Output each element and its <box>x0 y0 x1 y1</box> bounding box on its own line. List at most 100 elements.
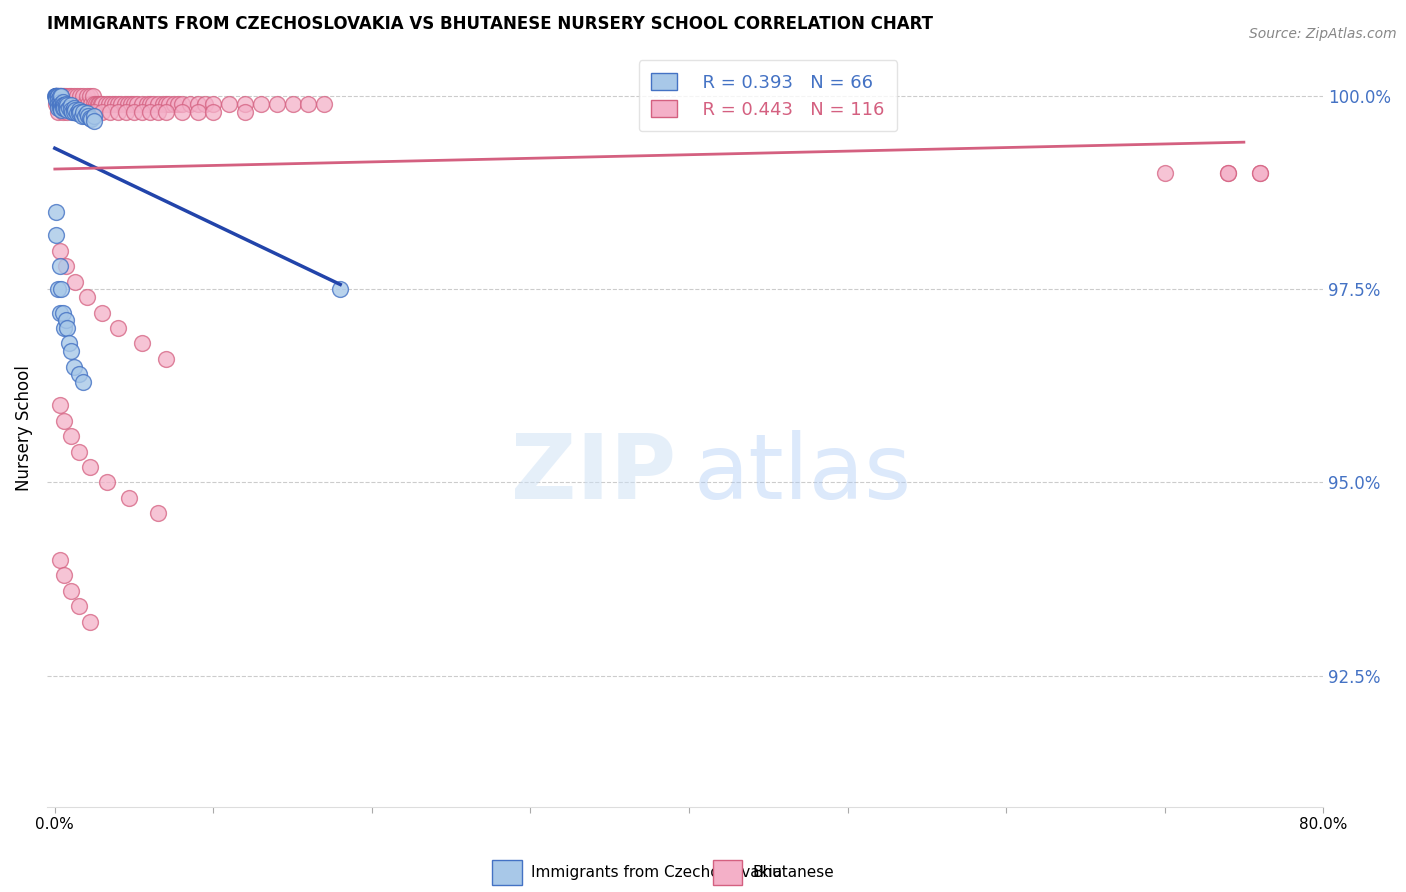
Point <box>60 96 83 111</box>
Point <box>52 98 75 112</box>
Point <box>233 96 256 111</box>
Point <box>202 96 225 111</box>
Point <box>45 89 67 103</box>
Point <box>59 89 82 103</box>
Point <box>49 96 72 111</box>
Point <box>139 96 162 111</box>
Text: IMMIGRANTS FROM CZECHOSLOVAKIA VS BHUTANESE NURSERY SCHOOL CORRELATION CHART: IMMIGRANTS FROM CZECHOSLOVAKIA VS BHUTAN… <box>46 15 934 33</box>
Point <box>63 89 86 103</box>
Point <box>48 101 70 115</box>
Point <box>59 429 82 443</box>
Point <box>194 96 217 111</box>
Point <box>67 368 90 382</box>
Point <box>46 104 69 119</box>
Point <box>1249 166 1271 180</box>
Point <box>48 244 70 258</box>
Point <box>67 96 90 111</box>
Point <box>170 96 193 111</box>
Point <box>63 101 86 115</box>
Point <box>45 96 67 111</box>
Point <box>1216 166 1239 180</box>
Point <box>329 282 352 296</box>
Point <box>127 96 149 111</box>
Point <box>67 103 90 117</box>
Point <box>48 398 70 412</box>
Point <box>114 96 136 111</box>
Point <box>52 305 75 319</box>
Point <box>146 507 169 521</box>
Point <box>45 93 67 107</box>
Point <box>186 96 208 111</box>
Point <box>45 89 67 103</box>
Point <box>52 96 75 111</box>
Point <box>52 101 75 115</box>
Point <box>83 114 105 128</box>
Point <box>135 96 157 111</box>
Point <box>122 96 145 111</box>
Point <box>76 106 98 120</box>
Point <box>79 615 101 629</box>
Point <box>98 104 121 119</box>
Point <box>46 96 69 111</box>
Point <box>73 96 96 111</box>
Point <box>202 104 225 119</box>
Point <box>53 414 76 428</box>
Point <box>96 475 118 490</box>
Point <box>46 96 69 111</box>
Point <box>59 96 82 111</box>
Point <box>46 89 69 103</box>
Point <box>131 96 153 111</box>
Point <box>77 108 100 122</box>
Point <box>63 104 86 119</box>
Point <box>79 460 101 475</box>
Text: Source: ZipAtlas.com: Source: ZipAtlas.com <box>1249 27 1396 41</box>
Point <box>49 89 72 103</box>
Point <box>48 89 70 103</box>
Point <box>117 96 139 111</box>
Point <box>170 104 193 119</box>
Point <box>52 89 75 103</box>
Point <box>46 89 69 103</box>
Point <box>155 351 177 366</box>
Point <box>45 91 67 105</box>
Point <box>79 89 101 103</box>
Point <box>56 321 79 335</box>
Point <box>155 96 177 111</box>
Point <box>142 96 165 111</box>
Point <box>157 96 180 111</box>
Point <box>59 583 82 598</box>
Point <box>48 89 70 103</box>
Point <box>45 89 67 103</box>
Point <box>48 95 70 110</box>
Point <box>67 106 90 120</box>
Point <box>107 104 129 119</box>
Point <box>94 96 117 111</box>
Point <box>266 96 288 111</box>
Point <box>48 305 70 319</box>
Point <box>179 96 201 111</box>
Point <box>146 104 169 119</box>
Point <box>49 89 72 103</box>
Point <box>163 96 186 111</box>
Point <box>69 104 91 119</box>
Text: atlas: atlas <box>695 430 912 518</box>
Point <box>70 108 93 122</box>
Point <box>91 96 114 111</box>
Point <box>110 96 132 111</box>
Point <box>55 89 77 103</box>
Legend:   R = 0.393   N = 66,   R = 0.443   N = 116: R = 0.393 N = 66, R = 0.443 N = 116 <box>638 61 897 131</box>
Point <box>83 96 105 111</box>
Point <box>167 96 190 111</box>
Point <box>107 96 129 111</box>
Point <box>155 104 177 119</box>
Point <box>89 96 111 111</box>
Point <box>104 96 127 111</box>
Point <box>69 89 91 103</box>
Point <box>49 282 72 296</box>
Point <box>80 112 103 127</box>
Point <box>48 259 70 273</box>
Point <box>107 321 129 335</box>
Point <box>101 96 124 111</box>
Point <box>1249 166 1271 180</box>
Point <box>70 96 93 111</box>
